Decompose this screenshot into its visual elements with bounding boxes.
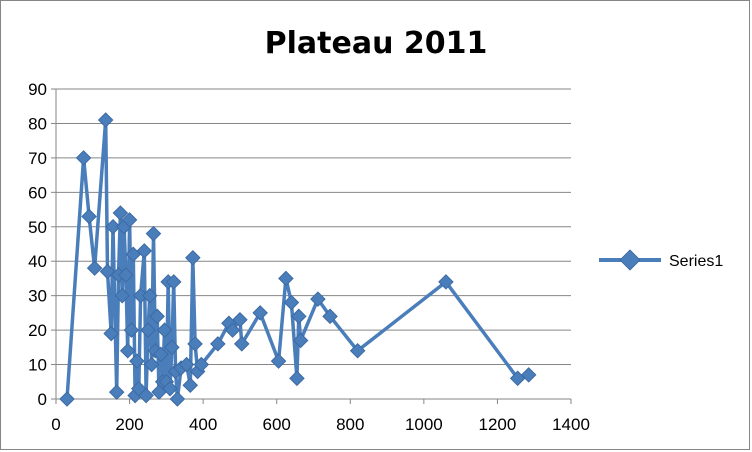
y-axis-ticks: 0 10 20 30 40 50 60 70 80 90 xyxy=(28,80,56,409)
x-tick-label: 1200 xyxy=(479,415,517,434)
data-point xyxy=(129,353,145,369)
data-point xyxy=(438,274,454,290)
data-point xyxy=(169,391,186,407)
y-tick-label: 50 xyxy=(28,218,47,237)
x-tick-label: 200 xyxy=(115,415,143,434)
data-point xyxy=(149,308,165,325)
data-point xyxy=(322,308,338,325)
data-point xyxy=(520,367,537,383)
data-point xyxy=(210,336,226,352)
y-tick-label: 0 xyxy=(38,390,47,409)
data-point xyxy=(164,339,180,356)
data-point xyxy=(232,311,248,328)
data-point xyxy=(193,356,210,373)
data-point xyxy=(75,150,92,166)
y-tick-label: 20 xyxy=(28,321,47,340)
data-point xyxy=(178,356,195,373)
data-point xyxy=(108,384,125,400)
data-point xyxy=(270,353,287,369)
data-point xyxy=(59,391,75,407)
data-point xyxy=(156,322,173,338)
y-tick-label: 80 xyxy=(28,114,47,133)
data-point xyxy=(278,270,294,287)
data-point xyxy=(283,294,300,311)
data-point xyxy=(97,112,114,128)
legend-label: Series1 xyxy=(669,253,723,270)
data-point xyxy=(349,342,366,359)
data-point xyxy=(103,325,119,342)
data-point xyxy=(119,342,136,359)
x-tick-label: 1000 xyxy=(405,415,443,434)
data-point xyxy=(136,243,153,259)
data-point xyxy=(118,267,134,283)
data-point xyxy=(153,346,169,363)
data-point xyxy=(81,208,97,225)
x-tick-label: 600 xyxy=(263,415,291,434)
data-point xyxy=(165,274,182,290)
data-point xyxy=(185,249,201,266)
legend: Series1 xyxy=(599,249,723,271)
data-point xyxy=(252,305,268,321)
data-point xyxy=(292,332,309,349)
chart-title: Plateau 2011 xyxy=(265,26,488,61)
data-point xyxy=(162,380,178,397)
y-tick-label: 30 xyxy=(28,287,47,306)
y-tick-label: 10 xyxy=(28,356,47,375)
data-point xyxy=(105,218,121,235)
data-point xyxy=(114,287,130,304)
legend-marker-swatch xyxy=(619,249,641,271)
x-tick-label: 400 xyxy=(189,415,217,434)
x-tick-label: 0 xyxy=(51,415,60,434)
data-point xyxy=(145,225,162,242)
data-point xyxy=(112,205,129,221)
data-point xyxy=(289,370,305,387)
data-point xyxy=(132,287,149,304)
x-tick-label: 1400 xyxy=(552,415,590,434)
data-point xyxy=(138,387,154,404)
x-axis-ticks: 0 200 400 600 800 1000 1200 1400 xyxy=(51,399,590,434)
data-point xyxy=(86,260,103,276)
data-point xyxy=(143,356,160,373)
y-tick-label: 70 xyxy=(28,149,47,168)
y-tick-label: 40 xyxy=(28,252,47,271)
plot-area xyxy=(59,112,537,407)
y-tick-label: 60 xyxy=(28,183,47,202)
data-point xyxy=(310,291,326,307)
x-tick-label: 800 xyxy=(336,415,364,434)
data-point xyxy=(140,322,156,338)
data-point xyxy=(121,212,138,228)
data-point xyxy=(291,308,307,325)
data-point xyxy=(123,322,140,338)
data-point xyxy=(233,336,250,352)
data-point xyxy=(182,377,199,394)
data-point xyxy=(187,336,203,352)
data-point xyxy=(142,287,158,304)
data-point xyxy=(224,322,241,338)
y-tick-label: 90 xyxy=(28,80,47,99)
